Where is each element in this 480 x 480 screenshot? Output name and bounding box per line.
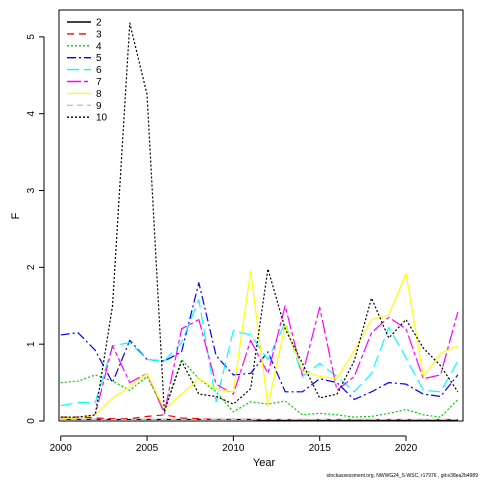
x-axis-title: Year (253, 457, 276, 469)
series-line-5 (60, 282, 459, 401)
y-tick-label: 2 (26, 264, 37, 270)
x-tick-label: 2010 (222, 443, 245, 454)
y-tick-label: 3 (26, 187, 37, 193)
x-tick-label: 2020 (395, 443, 418, 454)
legend-label-3: 3 (96, 29, 102, 40)
series-line-8 (60, 270, 459, 420)
legend-label-5: 5 (96, 53, 102, 64)
footnote: stockassessment.org, NWWG24_S-WSC, r1797… (327, 473, 479, 479)
series-line-4 (60, 358, 459, 418)
series-line-2 (60, 418, 458, 421)
series-line-10 (60, 22, 459, 418)
legend-label-7: 7 (96, 77, 102, 88)
legend-label-4: 4 (96, 41, 102, 52)
legend-label-2: 2 (96, 18, 102, 29)
y-tick-label: 5 (26, 34, 37, 40)
y-tick-label: 1 (26, 341, 37, 347)
y-tick-label: 4 (26, 110, 37, 116)
y-tick-label: 0 (26, 418, 37, 424)
x-tick-label: 2005 (136, 443, 159, 454)
legend-label-9: 9 (96, 101, 102, 112)
series-layer (60, 22, 459, 421)
legend-label-10: 10 (96, 113, 108, 124)
series-line-7 (60, 305, 459, 420)
x-tick-label: 2000 (50, 443, 73, 454)
legend-label-6: 6 (96, 65, 102, 76)
series-line-3 (60, 414, 458, 421)
series-line-6 (60, 299, 459, 407)
y-axis-title: F (10, 212, 22, 219)
plot-frame (58, 9, 464, 422)
x-tick-label: 2015 (309, 443, 332, 454)
legend-label-8: 8 (96, 89, 102, 100)
